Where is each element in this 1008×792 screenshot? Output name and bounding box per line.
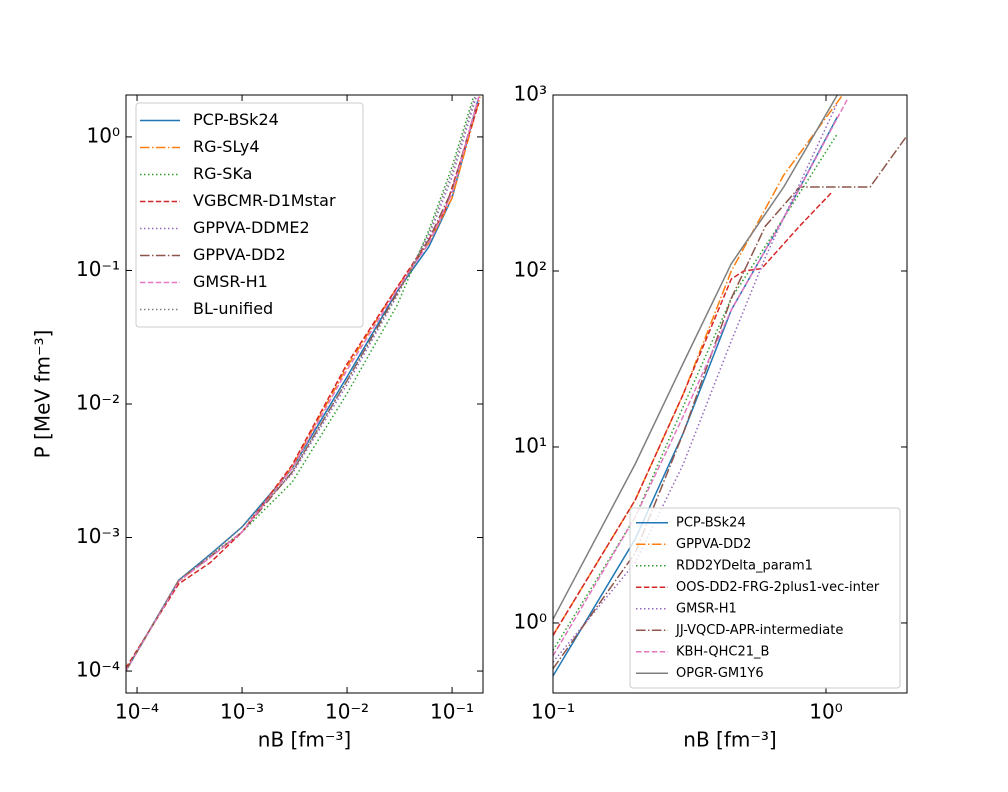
x-tick-label: 10⁻² xyxy=(325,700,369,724)
x-tick-label: 10⁻⁴ xyxy=(115,700,159,724)
series-line xyxy=(553,102,838,663)
y-tick-label: 10⁻² xyxy=(76,390,120,414)
legend-label: OOS-DD2-FRG-2plus1-vec-inter xyxy=(676,580,880,595)
x-tick-label: 10⁻³ xyxy=(220,700,264,724)
x-axis-label: nB [fm⁻³] xyxy=(683,728,776,752)
legend-label: OPGR-GM1Y6 xyxy=(676,666,764,681)
y-tick-label: 10¹ xyxy=(514,433,547,457)
y-tick-label: 10² xyxy=(514,257,547,281)
series-line xyxy=(126,96,480,672)
y-tick-label: 10⁰ xyxy=(514,609,547,633)
axes-frame xyxy=(125,94,484,694)
legend-label: RDD2YDelta_param1 xyxy=(676,558,813,573)
series-line xyxy=(553,133,838,651)
legend-label: GMSR-H1 xyxy=(676,601,737,616)
legend-label: BL-unified xyxy=(193,299,273,318)
y-tick-label: 10⁻³ xyxy=(76,524,120,548)
x-tick-label: 10⁻¹ xyxy=(430,700,474,724)
y-tick-label: 10⁻⁴ xyxy=(76,658,120,682)
series-line xyxy=(553,95,838,620)
x-tick-label: 10⁰ xyxy=(809,700,842,724)
legend-box xyxy=(629,507,901,689)
legend-label: RG-SLy4 xyxy=(193,137,260,156)
legend-label: KBH-QHC21_B xyxy=(676,644,769,659)
series-line xyxy=(126,96,478,672)
legend-label: GMSR-H1 xyxy=(193,272,268,291)
series-line xyxy=(553,95,844,636)
legend-label: GPPVA-DD2 xyxy=(193,245,286,264)
series-line xyxy=(126,96,480,672)
x-axis-label: nB [fm⁻³] xyxy=(258,728,351,752)
legend-label: PCP-BSk24 xyxy=(193,110,279,129)
y-tick-label: 10⁻¹ xyxy=(76,257,120,281)
x-tick-label: 10⁻¹ xyxy=(531,700,575,724)
y-tick-label: 10⁰ xyxy=(87,123,120,147)
legend-label: JJ-VQCD-APR-intermediate xyxy=(675,623,843,638)
legend-box xyxy=(135,102,364,328)
series-line xyxy=(553,191,833,636)
legend-label: GPPVA-DDME2 xyxy=(193,218,310,237)
legend-label: VGBCMR-D1Mstar xyxy=(193,191,336,210)
y-tick-label: 10³ xyxy=(514,82,547,106)
series-line xyxy=(126,96,480,672)
series-line xyxy=(553,98,849,657)
axes-frame xyxy=(552,94,908,694)
legend-label: RG-SKa xyxy=(193,164,252,183)
y-axis-label: P [MeV fm⁻³] xyxy=(31,330,55,459)
legend-label: PCP-BSk24 xyxy=(676,515,746,530)
legend-label: GPPVA-DD2 xyxy=(676,537,751,552)
